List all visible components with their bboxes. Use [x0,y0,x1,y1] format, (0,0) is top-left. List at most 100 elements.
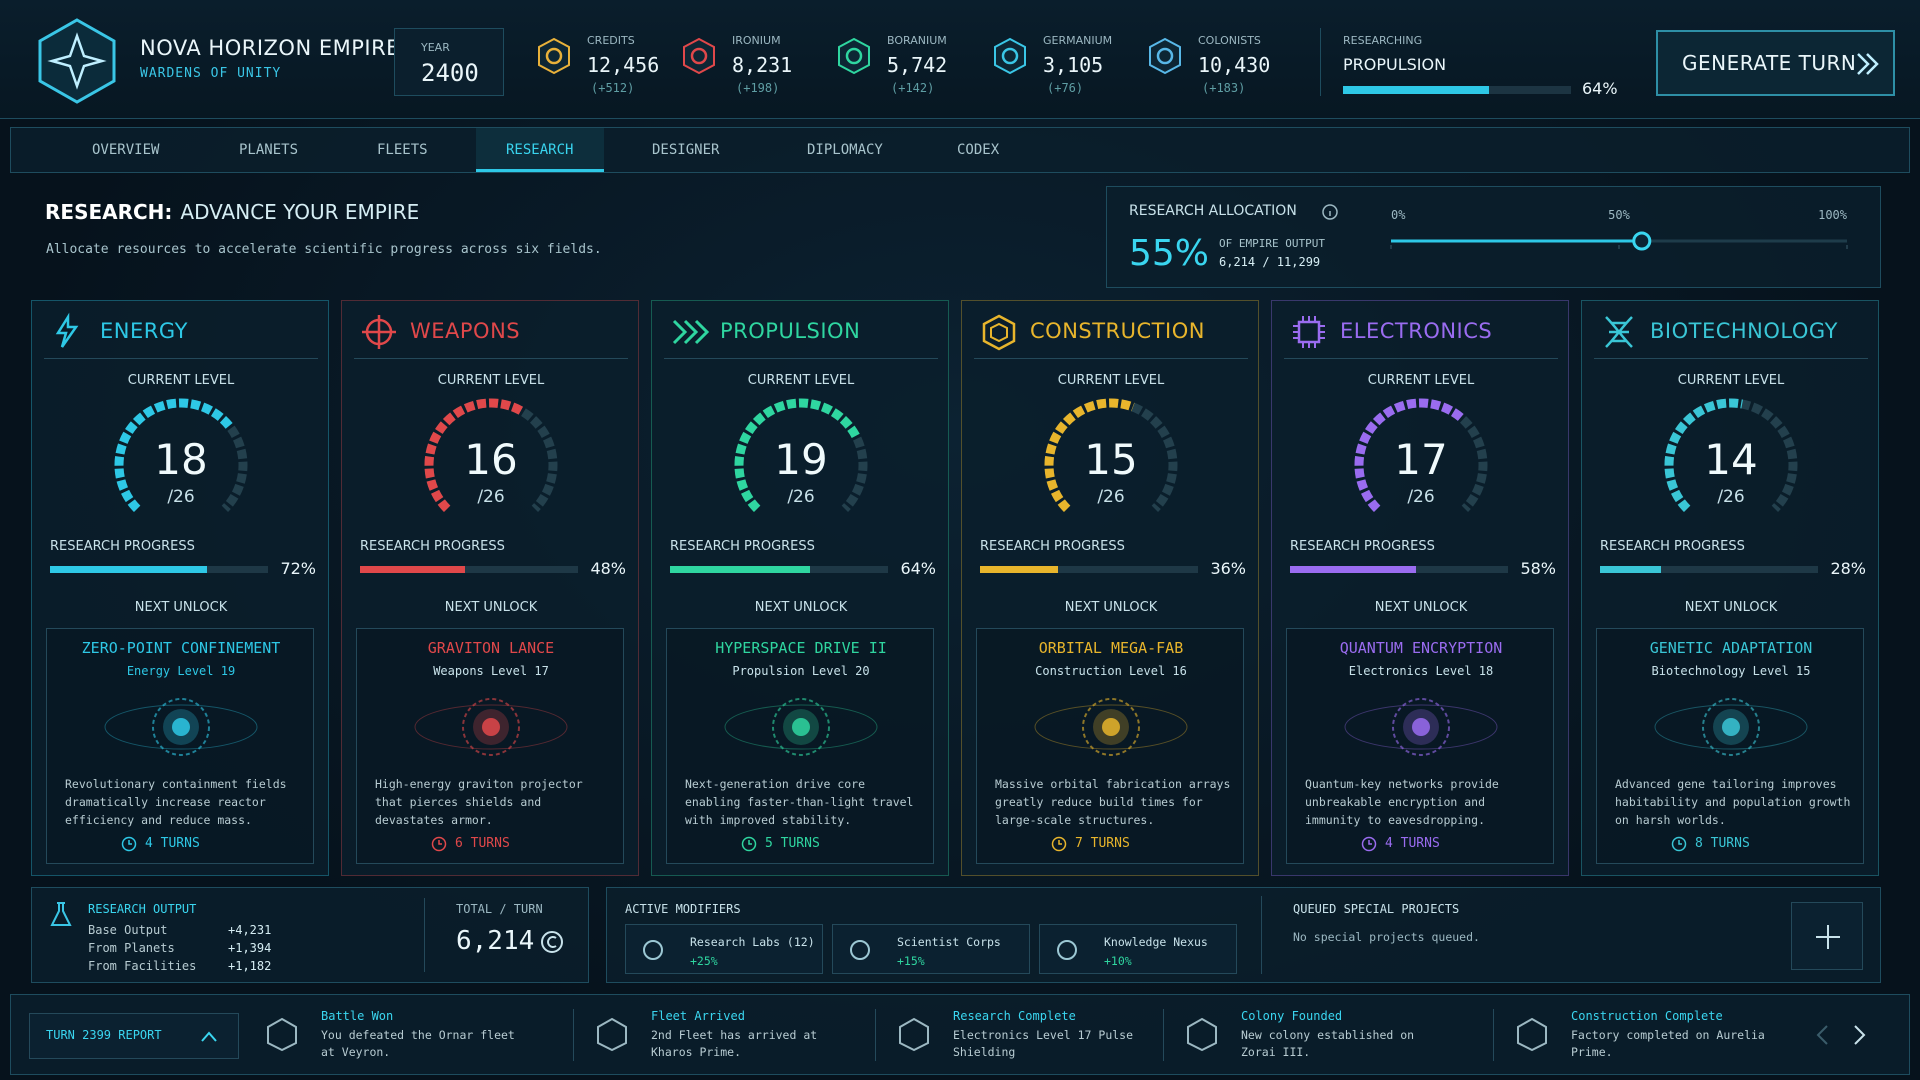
resource-name: IRONIUM [732,34,781,47]
art-ring [1082,698,1140,756]
tab[interactable]: DESIGNER [652,142,720,158]
researching-name: PROPULSION [1343,55,1447,74]
field-icon [982,314,1016,351]
allocation-amount: 6,214 / 11,299 [1219,255,1321,269]
empire-subtitle: WARDENS OF UNITY [140,66,282,81]
researching-label: RESEARCHING [1343,34,1423,47]
art-core [172,718,190,736]
current-level-label: CURRENT LEVEL [1677,373,1785,388]
allocation-value: 55% [1129,233,1210,274]
unlock-turns: 8 TURNS [1695,836,1750,851]
unlock-turns: 4 TURNS [1385,836,1440,851]
tab[interactable]: CODEX [957,142,1000,158]
report-toggle[interactable]: TURN 2399 REPORT [29,1013,239,1059]
clock [431,836,447,852]
level-max: /26 [1717,487,1745,507]
event-icon-shape [597,1017,627,1052]
turns-icon [1671,836,1687,852]
field-icon [55,312,79,348]
resource-name: CREDITS [587,34,635,47]
allocation-slider: 0% 50% 100% [1390,208,1848,251]
turns-icon [431,836,447,852]
modifier-chip: Knowledge Nexus +10% [1039,924,1237,974]
art-core [482,718,500,736]
event-icon [899,1017,929,1052]
nav-next[interactable] [1854,1025,1866,1045]
unlock-requirement: Energy Level 19 [126,664,236,678]
research-progress-label: RESEARCH PROGRESS [1600,539,1745,554]
output-title: RESEARCH OUTPUT [88,902,197,916]
modifier-icon [850,940,870,960]
slider-tick-label: 0% [1391,208,1406,222]
unlock-description: Next-generation drive core enabling fast… [685,777,914,827]
progress-percent: 58% [1520,559,1556,578]
event-icon [597,1017,627,1052]
field-icon-hex [982,314,1016,351]
tab[interactable]: PLANETS [239,142,299,158]
resource-name: GERMANIUM [1043,34,1113,47]
progress-percent: 64% [900,559,936,578]
generate-turn-button[interactable]: GENERATE TURN [1656,30,1895,96]
event-bar: TURN 2399 REPORT Battle Won You defeated t… [10,994,1910,1075]
tab-active-bg [476,128,604,172]
resource-delta: (+198) [736,81,780,95]
level-value: 17 [1394,435,1448,484]
art-orbit [104,704,258,750]
modifier-chip: Research Labs (12) +25% [625,924,823,974]
section-title: RESEARCH: ADVANCE YOUR EMPIRE [45,200,419,224]
next-unlock-label: NEXT UNLOCK [1374,600,1468,615]
clock [121,836,137,852]
resource-name: COLONISTS [1198,34,1261,47]
progress-percent: 48% [590,559,626,578]
level-gauge [1354,398,1488,513]
tab[interactable]: OVERVIEW [92,142,160,158]
clock-hands [1058,840,1062,845]
modifier-bonus: +10% [1104,954,1132,968]
art-core [1412,718,1430,736]
resource-name: BORANIUM [887,34,947,47]
resource-delta: (+183) [1202,81,1246,95]
field-card: WEAPONS CURRENT LEVEL 16/26 RESEARCH PROGRE… [341,300,639,876]
slider-tick-label: 50% [1608,208,1630,222]
button-label: GENERATE TURN [1682,51,1857,75]
research-output-panel: RESEARCH OUTPUT Base Output +4,231 From Pla… [31,887,589,983]
resource-delta: (+142) [891,81,935,95]
progress-fill [50,566,207,573]
progress-track [1290,566,1508,573]
progress-fill [1600,566,1662,573]
slider-thumb[interactable] [1632,231,1652,251]
tab[interactable]: RESEARCH [506,142,574,158]
nav-prev[interactable] [1816,1025,1828,1045]
divider [1261,896,1262,974]
field-card: PROPULSION CURRENT LEVEL 19/26 RESEARCH PRO… [651,300,949,876]
unlock-box: ZERO-POINT CONFINEMENT Energy Level 19 Rev… [46,628,314,864]
unlock-name: QUANTUM ENCRYPTION [1339,639,1503,657]
tab[interactable]: DIPLOMACY [807,142,883,158]
unlock-box: HYPERSPACE DRIVE II Propulsion Level 20 Ne… [666,628,934,864]
level-max: /26 [1407,487,1435,507]
turns-icon [1361,836,1377,852]
progress-track [360,566,578,573]
year-value: 2400 [421,59,479,87]
clock [741,836,757,852]
resource-icon [994,37,1026,75]
section-description: Allocate resources to accelerate scienti… [46,242,602,257]
event-title: Construction Complete [1571,1009,1723,1023]
resource-icon-core [1156,47,1174,65]
modifier-icon-shape [1057,940,1077,960]
emblem-hex [38,18,116,104]
art-ring [1392,698,1450,756]
tab[interactable]: FLEETS [377,142,428,158]
unlock-requirement: Electronics Level 18 [1348,664,1494,678]
event-title: Colony Founded [1241,1009,1343,1023]
clock [1671,836,1687,852]
resource-icon [683,37,715,75]
turns-icon [121,836,137,852]
add-project-button[interactable] [1791,902,1863,970]
allocation-caption: OF EMPIRE OUTPUT [1219,237,1325,250]
modifier-icon-shape [643,940,663,960]
current-level-label: CURRENT LEVEL [747,373,855,388]
plus [1816,925,1840,949]
slider-tick-label: 100% [1818,208,1848,222]
divider [1320,28,1321,96]
